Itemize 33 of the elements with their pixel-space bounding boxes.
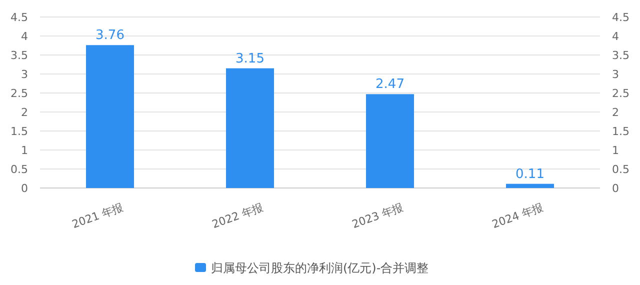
y2-tick-label: 1.5 xyxy=(612,125,630,138)
y2-tick-label: 1 xyxy=(612,144,619,157)
x-tick-label: 2022 年报 xyxy=(210,200,266,232)
y-tick-label: 2.5 xyxy=(10,87,28,100)
y-tick-label: 4 xyxy=(21,30,28,43)
x-tick-label: 2023 年报 xyxy=(350,200,406,232)
y-tick-label: 0.5 xyxy=(10,163,28,176)
y-tick-label: 3.5 xyxy=(10,49,28,62)
data-label: 2.47 xyxy=(376,77,404,92)
data-label: 0.11 xyxy=(516,166,544,182)
y2-tick-label: 0.5 xyxy=(612,163,630,176)
x-tick-label: 2024 年报 xyxy=(490,200,546,232)
y-tick-label: 3 xyxy=(21,68,28,81)
y2-tick-label: 3.5 xyxy=(612,49,630,62)
y2-tick-label: 4.5 xyxy=(612,11,630,24)
bar xyxy=(366,94,414,188)
y-tick-label: 1 xyxy=(21,144,28,157)
y-tick-label: 0 xyxy=(21,182,28,195)
y2-tick-label: 0 xyxy=(612,182,619,195)
y-tick-label: 4.5 xyxy=(10,11,28,24)
y2-tick-label: 2.5 xyxy=(612,87,630,100)
bar xyxy=(506,184,554,188)
y2-tick-label: 4 xyxy=(612,30,619,43)
y2-tick-label: 2 xyxy=(612,106,619,119)
bar xyxy=(86,45,134,188)
y-tick-label: 1.5 xyxy=(10,125,28,138)
data-label: 3.15 xyxy=(236,51,264,66)
y-tick-label: 2 xyxy=(21,106,28,119)
y2-tick-label: 3 xyxy=(612,68,619,81)
legend-label: 归属母公司股东的净利润(亿元)-合并调整 xyxy=(211,261,429,275)
data-label: 3.76 xyxy=(96,28,124,44)
x-tick-label: 2021 年报 xyxy=(70,200,126,232)
bar xyxy=(226,68,274,188)
